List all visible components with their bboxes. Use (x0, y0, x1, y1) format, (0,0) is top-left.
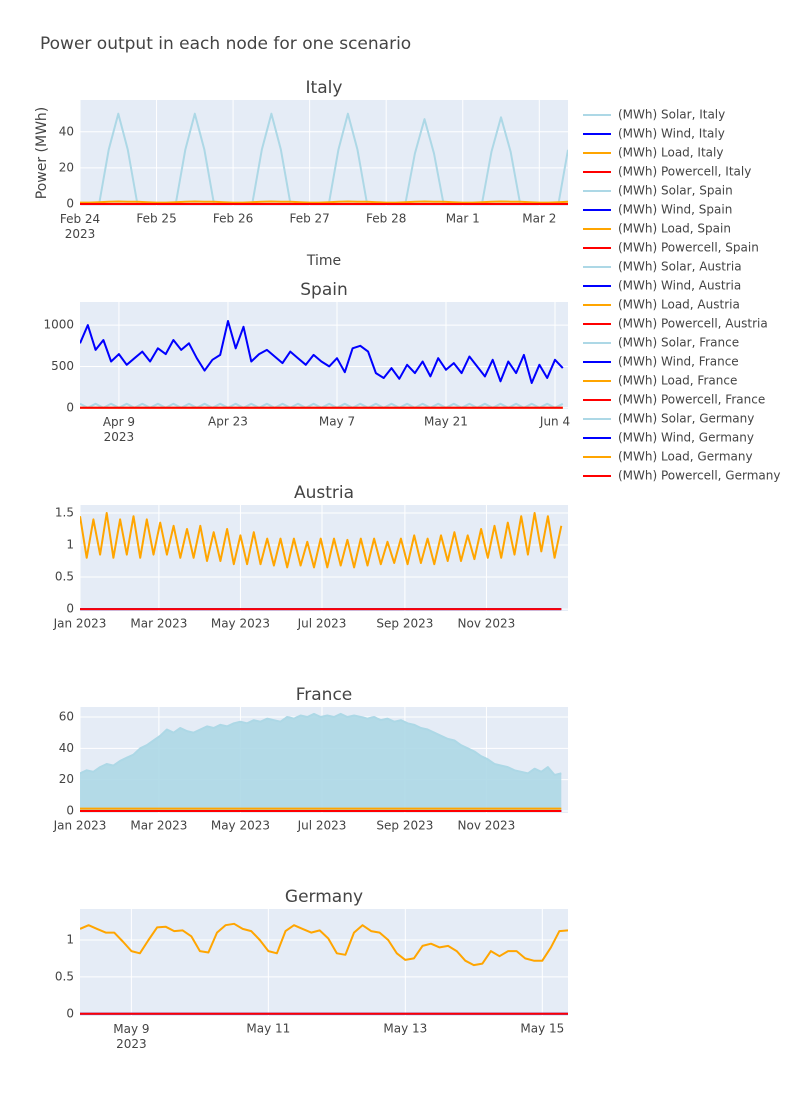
legend-label: (MWh) Solar, France (618, 336, 739, 350)
legend-label: (MWh) Solar, Austria (618, 260, 742, 274)
subplot-title: Spain (300, 280, 348, 300)
legend-label: (MWh) Wind, Austria (618, 279, 741, 293)
x-tick-label: Nov 2023 (458, 617, 516, 631)
x-tick-label: Nov 2023 (458, 819, 516, 833)
legend-label: (MWh) Solar, Italy (618, 108, 725, 122)
x-tick-label: Sep 2023 (376, 819, 433, 833)
series-group (80, 112, 568, 205)
subplot-title: France (296, 685, 353, 705)
area (80, 713, 562, 811)
y-tick-label: 40 (59, 124, 74, 138)
y-tick-label: 0.5 (55, 570, 74, 584)
legend-label: (MWh) Wind, Italy (618, 127, 725, 141)
x-tick-label: May 11 (246, 1022, 290, 1036)
legend-label: (MWh) Powercell, Italy (618, 165, 751, 179)
plot-area (80, 302, 568, 409)
legend-label: (MWh) Wind, France (618, 355, 739, 369)
legend-label: (MWh) Load, Spain (618, 222, 731, 236)
x-tick-label: Jun 4 (539, 415, 570, 429)
x-tick-label: Feb 25 (136, 212, 176, 226)
legend-label: (MWh) Powercell, France (618, 393, 765, 407)
x-tick-label: Jan 2023 (53, 617, 107, 631)
legend-label: (MWh) Load, Austria (618, 298, 740, 312)
legend-label: (MWh) Wind, Spain (618, 203, 732, 217)
x-tick-label: May 9 2023 (113, 1022, 149, 1051)
y-tick-label: 1000 (43, 318, 74, 332)
y-tick-label: 0 (66, 400, 74, 414)
series-group (80, 320, 564, 409)
y-tick-label: 0.5 (55, 969, 74, 983)
y-tick-label: 20 (59, 772, 74, 786)
series-group (80, 512, 563, 611)
x-tick-label: Mar 2 (522, 212, 556, 226)
y-tick-label: 1 (66, 932, 74, 946)
x-tick-label: May 13 (383, 1022, 427, 1036)
subplot-title: Germany (285, 887, 363, 907)
y-tick-label: 1 (66, 538, 74, 552)
subplot-title: Austria (294, 483, 354, 503)
line (80, 922, 568, 967)
y-axis-title: Power (MWh) (34, 107, 50, 200)
x-tick-label: Sep 2023 (376, 617, 433, 631)
legend-label: (MWh) Powercell, Spain (618, 241, 759, 255)
legend-label: (MWh) Powercell, Austria (618, 317, 768, 331)
x-tick-label: Mar 2023 (130, 617, 187, 631)
legend-label: (MWh) Load, France (618, 374, 737, 388)
x-axis-title: Time (306, 253, 341, 269)
x-tick-label: Jul 2023 (297, 819, 347, 833)
y-tick-label: 40 (59, 741, 74, 755)
line (80, 512, 563, 569)
y-tick-label: 20 (59, 160, 74, 174)
x-tick-label: Feb 28 (366, 212, 406, 226)
x-tick-label: Apr 23 (208, 415, 248, 429)
x-tick-label: Apr 9 2023 (103, 415, 135, 444)
x-tick-label: Jul 2023 (297, 617, 347, 631)
x-tick-label: Mar 2023 (130, 819, 187, 833)
line (80, 200, 568, 204)
y-tick-label: 0 (66, 197, 74, 211)
legend-label: (MWh) Load, Germany (618, 450, 753, 464)
plot-area (80, 100, 568, 206)
plot-area (80, 505, 568, 611)
y-tick-label: 60 (59, 710, 74, 724)
x-tick-label: Mar 1 (446, 212, 480, 226)
y-tick-label: 0 (66, 803, 74, 817)
y-tick-label: 1.5 (55, 506, 74, 520)
x-tick-label: May 21 (424, 415, 468, 429)
legend-label: (MWh) Wind, Germany (618, 431, 754, 445)
x-tick-label: Feb 27 (289, 212, 329, 226)
legend-label: (MWh) Solar, Spain (618, 184, 733, 198)
plot-area (80, 909, 568, 1016)
x-tick-label: May 7 (319, 415, 355, 429)
subplot-title: Italy (306, 78, 343, 98)
series-group (80, 922, 568, 1015)
legend-label: (MWh) Solar, Germany (618, 412, 754, 426)
legend-label: (MWh) Powercell, Germany (618, 469, 780, 483)
x-tick-label: May 2023 (211, 617, 270, 631)
y-tick-label: 0 (66, 1006, 74, 1020)
figure-title: Power output in each node for one scenar… (40, 34, 411, 54)
y-tick-label: 500 (51, 359, 74, 373)
x-tick-label: Jan 2023 (53, 819, 107, 833)
x-tick-label: Feb 26 (213, 212, 253, 226)
x-tick-label: May 15 (520, 1022, 564, 1036)
legend-label: (MWh) Load, Italy (618, 146, 723, 160)
x-tick-label: Feb 24 2023 (60, 212, 100, 241)
series-group (80, 712, 562, 812)
line (80, 320, 564, 384)
line (80, 712, 562, 776)
y-tick-label: 0 (66, 602, 74, 616)
x-tick-label: May 2023 (211, 819, 270, 833)
